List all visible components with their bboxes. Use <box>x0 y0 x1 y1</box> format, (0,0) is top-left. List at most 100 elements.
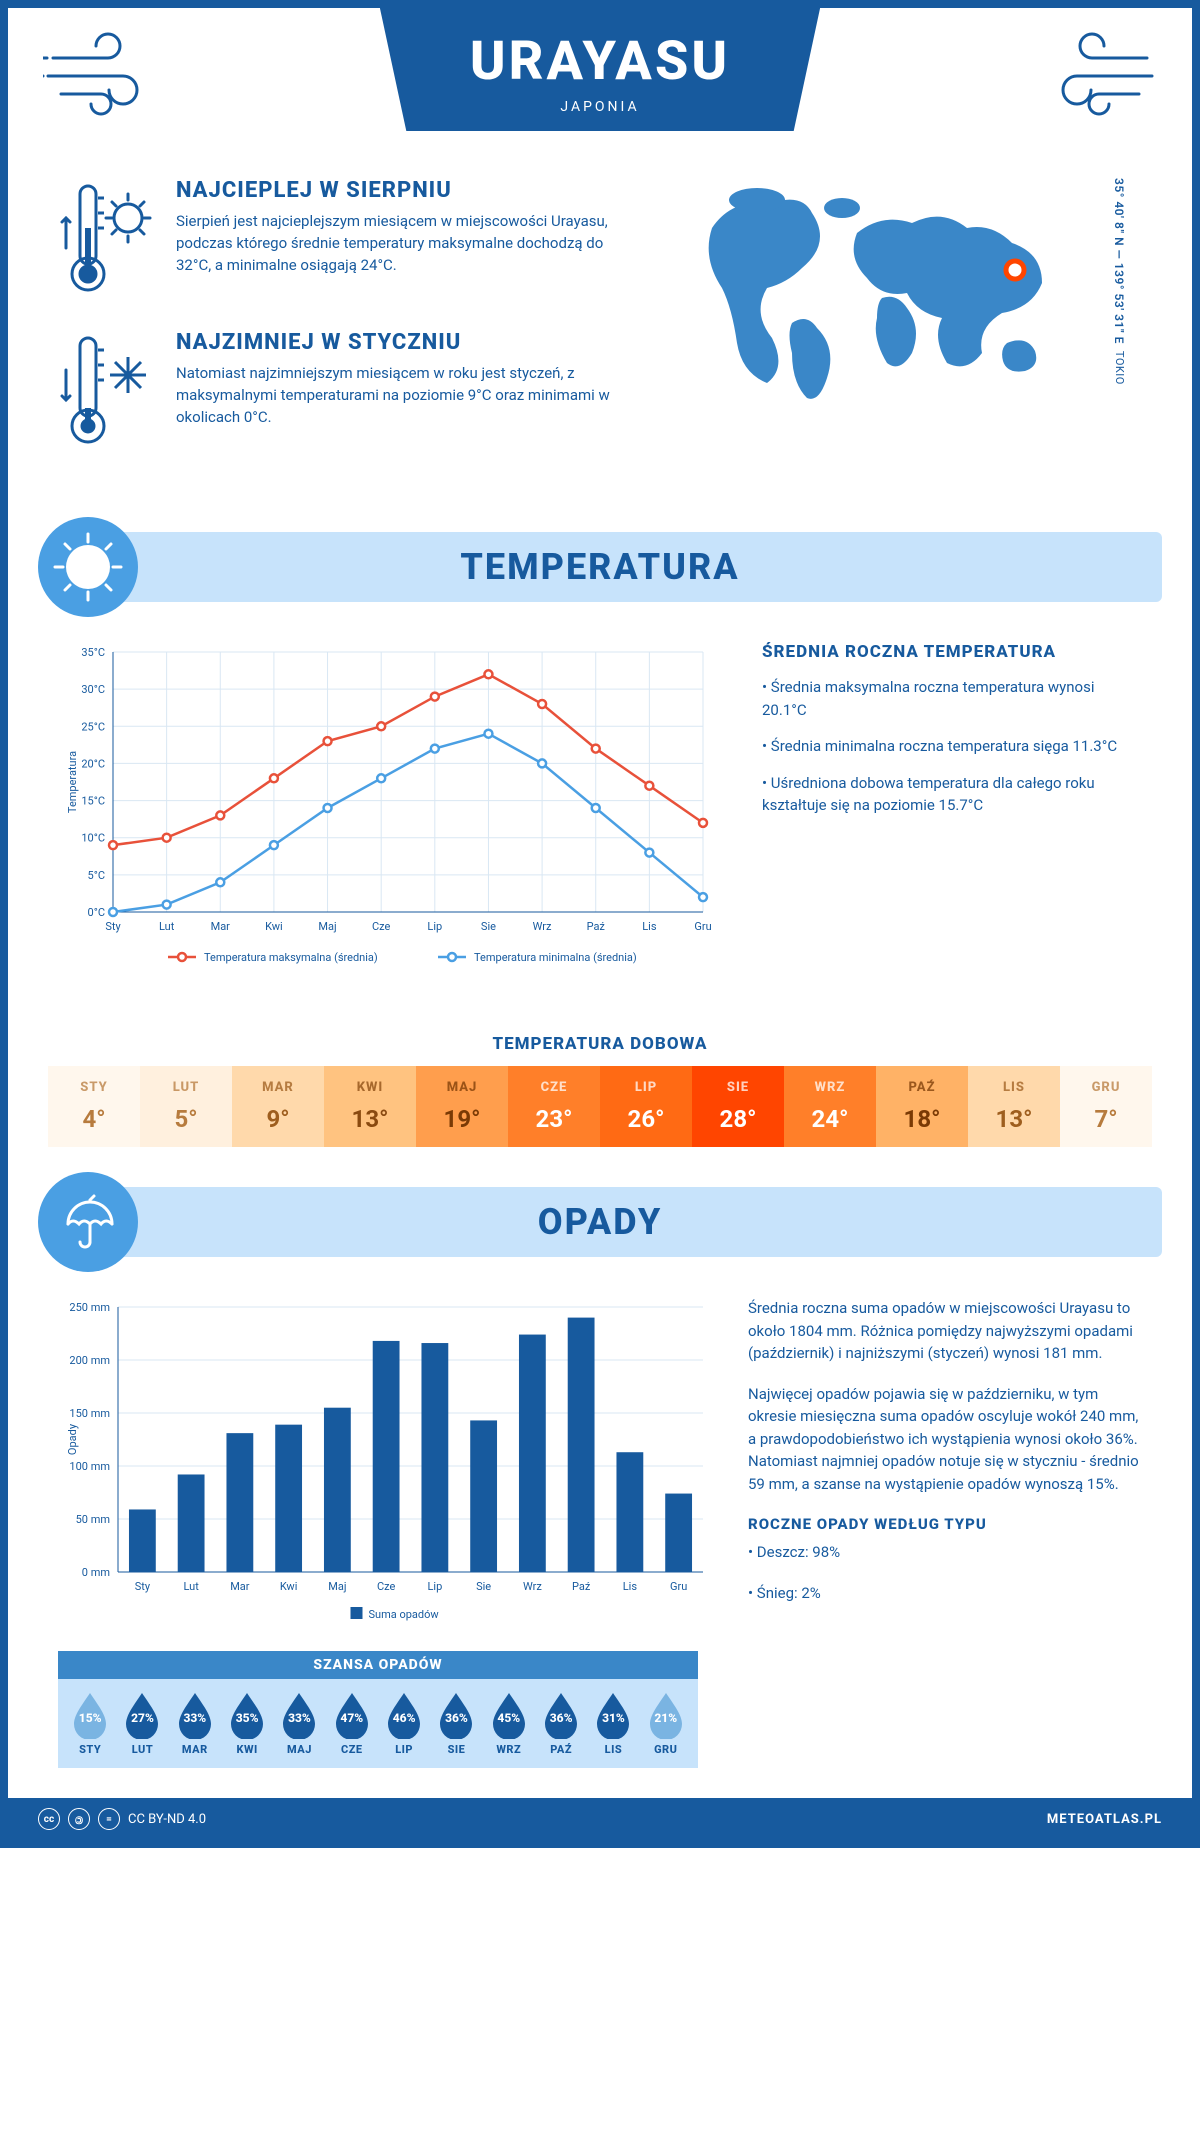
svg-text:25°C: 25°C <box>81 720 105 733</box>
svg-text:200 mm: 200 mm <box>69 1354 110 1367</box>
svg-text:Sty: Sty <box>135 1580 151 1593</box>
svg-text:Paź: Paź <box>572 1580 591 1593</box>
svg-text:Suma opadów: Suma opadów <box>369 1608 440 1621</box>
chance-drop: 15%STY <box>64 1691 116 1756</box>
svg-text:Wrz: Wrz <box>533 920 552 933</box>
svg-text:Lis: Lis <box>642 920 657 933</box>
chance-drop: 36%SIE <box>430 1691 482 1756</box>
daily-cell: STY4° <box>48 1066 140 1147</box>
svg-text:Lut: Lut <box>183 1580 199 1593</box>
svg-text:150 mm: 150 mm <box>69 1407 110 1420</box>
svg-text:50 mm: 50 mm <box>76 1513 110 1526</box>
chance-drop: 33%MAJ <box>273 1691 325 1756</box>
daily-cell: SIE28° <box>692 1066 784 1147</box>
by-icon: 🄯 <box>68 1808 90 1830</box>
svg-text:Mar: Mar <box>211 920 231 933</box>
chance-drop: 21%GRU <box>640 1691 692 1756</box>
temperature-chart: 0°C 5°C 10°C 15°C 20°C 25°C 30°C 35°C Sty Lut Mar K… <box>58 642 732 1006</box>
precipitation-chart: 0 mm 50 mm 100 mm 150 mm 200 mm 250 mm Opady St… <box>58 1297 718 1768</box>
daily-cell: WRZ24° <box>784 1066 876 1147</box>
daily-temp-table: STY4°LUT5°MAR9°KWI13°MAJ19°CZE23°LIP26°S… <box>48 1066 1152 1147</box>
chance-drop: 47%CZE <box>326 1691 378 1756</box>
svg-text:Sie: Sie <box>476 1580 491 1593</box>
cc-icon: cc <box>38 1808 60 1830</box>
daily-cell: PAŹ18° <box>876 1066 968 1147</box>
infographic: URAYASU JAPONIA <box>0 0 1200 1848</box>
svg-text:100 mm: 100 mm <box>69 1460 110 1473</box>
chance-drop: 36%PAŹ <box>535 1691 587 1756</box>
chance-drop: 31%LIS <box>587 1691 639 1756</box>
svg-text:Gru: Gru <box>670 1580 687 1593</box>
chance-drop: 35%KWI <box>221 1691 273 1756</box>
svg-text:Maj: Maj <box>318 920 336 933</box>
svg-text:Opady: Opady <box>66 1423 79 1455</box>
svg-text:Maj: Maj <box>328 1580 346 1593</box>
svg-text:5°C: 5°C <box>88 869 105 882</box>
wind-icon <box>43 28 163 118</box>
coordinates: 35° 40' 8" N — 139° 53' 31" E TOKIO <box>1112 178 1126 385</box>
svg-text:15°C: 15°C <box>81 795 105 808</box>
svg-text:Wrz: Wrz <box>523 1580 542 1593</box>
svg-text:Kwi: Kwi <box>265 920 283 933</box>
svg-text:250 mm: 250 mm <box>69 1301 110 1314</box>
svg-text:Temperatura maksymalna (średni: Temperatura maksymalna (średnia) <box>204 951 378 964</box>
chance-drop: 46%LIP <box>378 1691 430 1756</box>
svg-text:Lip: Lip <box>427 1580 442 1593</box>
daily-cell: LIS13° <box>968 1066 1060 1147</box>
temperature-header: TEMPERATURA <box>38 522 1162 612</box>
svg-text:35°C: 35°C <box>81 646 105 659</box>
annual-temp-text: ŚREDNIA ROCZNA TEMPERATURA • Średnia mak… <box>762 642 1142 1006</box>
svg-text:10°C: 10°C <box>81 832 105 845</box>
svg-text:Mar: Mar <box>230 1580 250 1593</box>
daily-cell: KWI13° <box>324 1066 416 1147</box>
daily-temp-title: TEMPERATURA DOBOWA <box>8 1034 1192 1054</box>
svg-text:Paź: Paź <box>587 920 606 933</box>
svg-text:Gru: Gru <box>694 920 711 933</box>
warmest-body: Sierpień jest najcieplejszym miesiącem w… <box>176 211 642 276</box>
svg-text:Sie: Sie <box>481 920 496 933</box>
svg-text:30°C: 30°C <box>81 683 105 696</box>
site-name: METEOATLAS.PL <box>1047 1812 1162 1827</box>
svg-text:Cze: Cze <box>372 920 391 933</box>
svg-text:Kwi: Kwi <box>280 1580 298 1593</box>
daily-cell: MAJ19° <box>416 1066 508 1147</box>
chance-drop: 45%WRZ <box>483 1691 535 1756</box>
daily-cell: MAR9° <box>232 1066 324 1147</box>
warmest-title: NAJCIEPLEJ W SIERPNIU <box>176 178 642 203</box>
chance-drop: 33%MAR <box>169 1691 221 1756</box>
svg-text:20°C: 20°C <box>81 757 105 770</box>
daily-cell: LUT5° <box>140 1066 232 1147</box>
svg-text:Lis: Lis <box>623 1580 638 1593</box>
daily-cell: GRU7° <box>1060 1066 1152 1147</box>
header: URAYASU JAPONIA <box>8 8 1192 168</box>
precipitation-header: OPADY <box>38 1177 1162 1267</box>
precipitation-text: Średnia roczna suma opadów w miejscowośc… <box>748 1297 1142 1768</box>
coldest-block: NAJZIMNIEJ W STYCZNIU Natomiast najzimni… <box>58 330 642 454</box>
coldest-title: NAJZIMNIEJ W STYCZNIU <box>176 330 642 355</box>
thermometer-cold-icon <box>58 330 158 454</box>
svg-text:Sty: Sty <box>105 920 121 933</box>
world-map <box>682 178 1092 408</box>
svg-text:Lut: Lut <box>159 920 175 933</box>
nd-icon: = <box>98 1808 120 1830</box>
svg-text:Lip: Lip <box>427 920 442 933</box>
svg-text:0°C: 0°C <box>88 906 105 919</box>
thermometer-hot-icon <box>58 178 158 302</box>
svg-text:Cze: Cze <box>377 1580 396 1593</box>
title-banner: URAYASU JAPONIA <box>380 8 820 131</box>
country-name: JAPONIA <box>470 99 730 115</box>
license: cc 🄯 = CC BY-ND 4.0 <box>38 1808 206 1830</box>
svg-text:Temperatura: Temperatura <box>66 751 79 813</box>
coldest-body: Natomiast najzimniejszym miesiącem w rok… <box>176 363 642 428</box>
chance-drop: 27%LUT <box>116 1691 168 1756</box>
warmest-block: NAJCIEPLEJ W SIERPNIU Sierpień jest najc… <box>58 178 642 302</box>
footer: cc 🄯 = CC BY-ND 4.0 METEOATLAS.PL <box>8 1798 1192 1840</box>
wind-icon <box>1037 28 1157 118</box>
daily-cell: CZE23° <box>508 1066 600 1147</box>
daily-cell: LIP26° <box>600 1066 692 1147</box>
city-name: URAYASU <box>470 30 730 93</box>
svg-text:0 mm: 0 mm <box>82 1566 110 1579</box>
intro-row: NAJCIEPLEJ W SIERPNIU Sierpień jest najc… <box>8 168 1192 512</box>
chance-of-rain: SZANSA OPADÓW 15%STY27%LUT33%MAR35%KWI33… <box>58 1651 698 1768</box>
svg-text:Temperatura minimalna (średnia: Temperatura minimalna (średnia) <box>474 951 637 964</box>
